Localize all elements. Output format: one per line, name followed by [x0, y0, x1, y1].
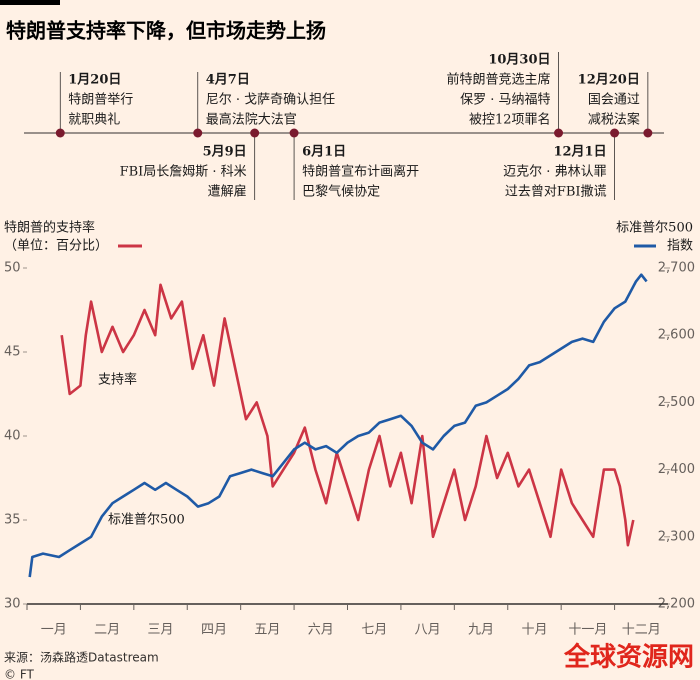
event-date: 5月9日: [203, 145, 247, 160]
x-tick-label: 五月: [254, 623, 280, 638]
x-tick-label: 八月: [415, 623, 441, 638]
event-text: 遭解雇: [208, 184, 247, 200]
event-text: 巴黎气候协定: [302, 184, 380, 200]
x-tick-label: 四月: [201, 623, 227, 638]
y2-axis-label: 指数: [667, 239, 693, 254]
x-tick-label: 六月: [308, 623, 334, 638]
event-date: 4月7日: [206, 73, 250, 88]
event-date: 6月1日: [302, 145, 346, 160]
event-text: 国会通过: [588, 93, 640, 108]
event-text: 前特朗普竞选主席: [447, 72, 551, 88]
x-tick-label: 一月: [41, 623, 67, 638]
y-axis-label: （单位：百分比）: [4, 239, 108, 254]
y2-tick-label: 2,400: [658, 462, 695, 477]
event-text: 最高法院大法官: [206, 112, 297, 128]
event-text: 迈克尔 · 弗林认罪: [503, 165, 606, 180]
y2-tick-label: 2,200: [658, 597, 695, 612]
event-dot: [193, 128, 203, 138]
event-text: 特朗普宣布计画离开: [302, 164, 419, 180]
title-bar: [0, 0, 60, 5]
event-text: 尼尔 · 戈萨奇确认担任: [206, 92, 335, 108]
x-tick-label: 三月: [148, 623, 174, 638]
y-axis-label: 特朗普的支持率: [4, 220, 95, 236]
y2-tick-label: 2,600: [658, 328, 695, 343]
source: 来源：汤森路透Datastream: [4, 650, 159, 665]
event-text: 被控12项罪名: [469, 112, 551, 128]
x-tick-label: 十一月: [568, 623, 607, 638]
copyright: © FT: [4, 668, 35, 680]
event-text: 特朗普举行: [68, 93, 133, 108]
y2-tick-label: 2,300: [658, 529, 695, 544]
y2-tick-label: 2,500: [658, 395, 695, 410]
event-dot: [643, 128, 653, 138]
event-text: 过去曾对FBI撒谎: [505, 184, 607, 200]
event-dot: [610, 128, 620, 138]
y-tick-label: 30: [4, 597, 21, 612]
event-date: 12月20日: [578, 73, 640, 88]
series-label: 标准普尔500: [108, 513, 185, 528]
event-date: 1月20日: [68, 73, 121, 88]
event-text: 减税法案: [588, 113, 640, 128]
y-tick-label: 50: [4, 261, 21, 276]
event-date: 10月30日: [488, 53, 550, 68]
series-label: 支持率: [98, 372, 137, 388]
y-tick-label: 45: [4, 345, 21, 360]
event-text: FBI局长詹姆斯 · 科米: [120, 165, 247, 180]
event-date: 12月1日: [553, 145, 606, 160]
event-dot: [289, 128, 299, 138]
x-tick-label: 九月: [468, 623, 494, 638]
y2-axis-label: 标准普尔500: [616, 221, 693, 236]
event-text: 保罗 · 马纳福特: [460, 93, 550, 108]
chart-title: 特朗普支持率下降，但市场走势上扬: [6, 19, 326, 43]
event-dot: [250, 128, 260, 138]
y-tick-label: 35: [4, 513, 21, 528]
event-dot: [55, 128, 65, 138]
event-text: 就职典礼: [68, 112, 120, 128]
x-tick-label: 二月: [94, 623, 120, 638]
x-tick-label: 七月: [361, 623, 387, 638]
watermark: 全球资源网: [563, 642, 694, 673]
y2-tick-label: 2,700: [658, 261, 695, 276]
series-line: [28, 273, 648, 578]
x-tick-label: 十月: [521, 623, 547, 638]
event-dot: [554, 128, 564, 138]
x-tick-label: 十二月: [622, 623, 661, 638]
y-tick-label: 40: [4, 429, 21, 444]
series-line: [60, 283, 635, 547]
